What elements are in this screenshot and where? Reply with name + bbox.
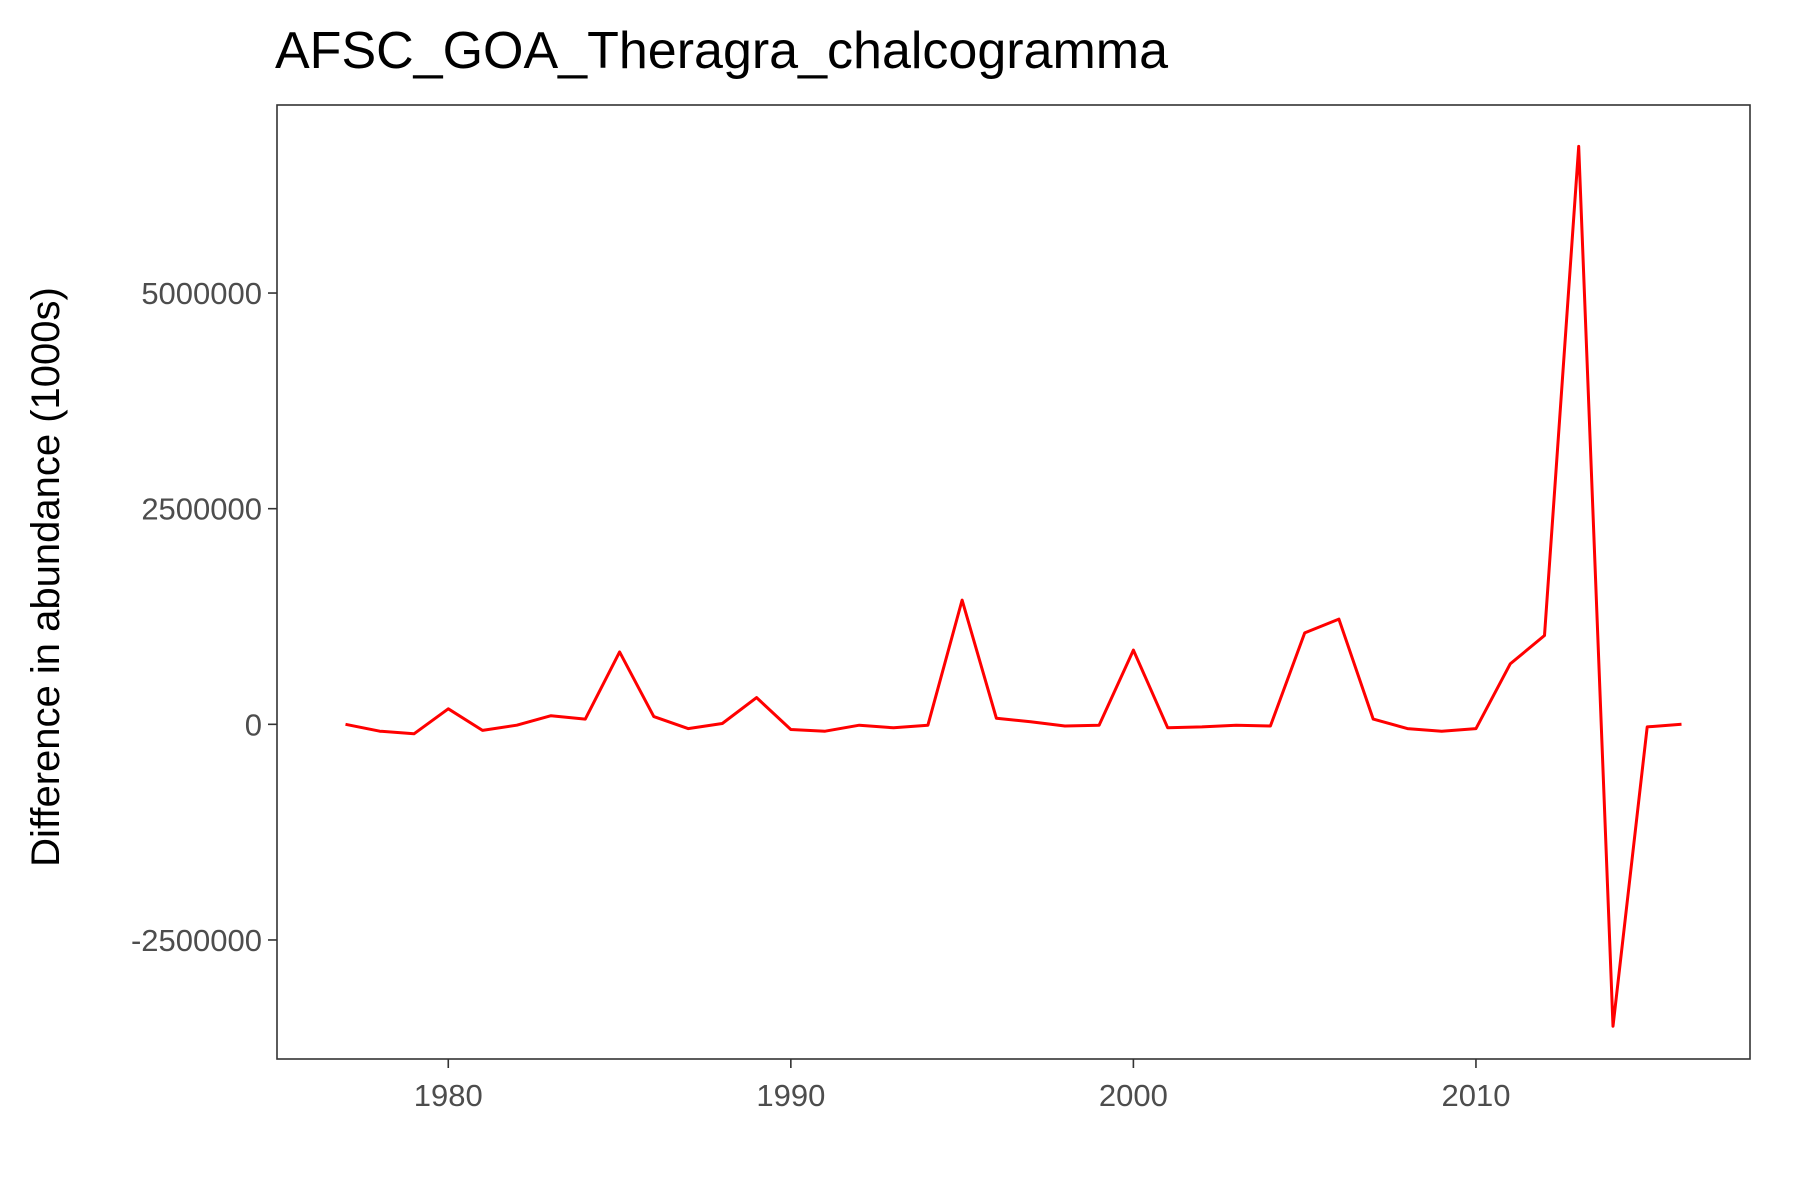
y-tick-label: 5000000 <box>141 276 262 311</box>
y-tick-label: -2500000 <box>131 923 262 958</box>
chart-title: AFSC_GOA_Theragra_chalcogramma <box>275 22 1168 80</box>
x-tick-label: 1980 <box>414 1078 483 1113</box>
plot-area: 1980 1990 2000 2010 -2500000 0 2500000 5000000 <box>131 104 1751 1113</box>
y-tick-label: 2500000 <box>141 492 262 527</box>
y-axis-label: Difference in abundance (1000s) <box>24 287 68 867</box>
series-line-1 <box>345 144 1682 1028</box>
x-tick-label: 1990 <box>756 1078 825 1113</box>
plot-border <box>276 104 1751 1060</box>
y-tick-label: 0 <box>245 707 262 742</box>
x-tick-label: 2010 <box>1441 1078 1510 1113</box>
x-tick-label: 2000 <box>1099 1078 1168 1113</box>
